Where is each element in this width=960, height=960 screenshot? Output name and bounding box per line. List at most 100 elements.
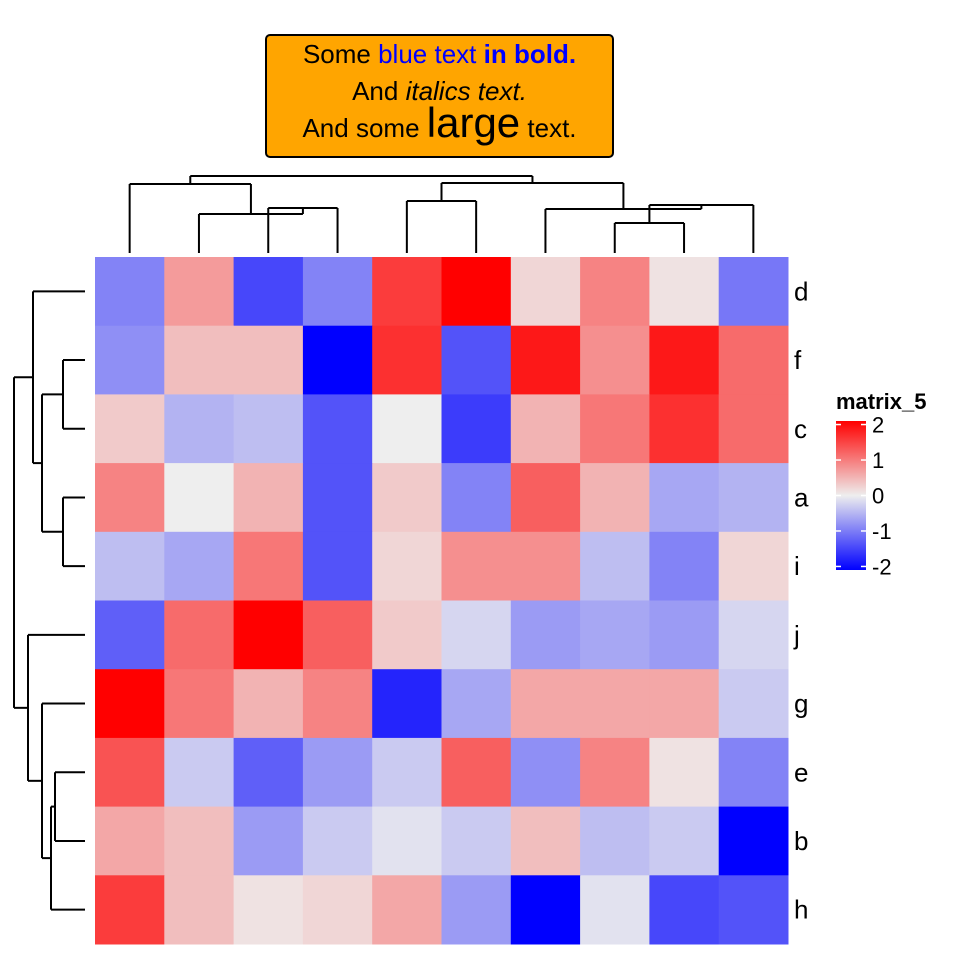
heatmap-cell-g-4 xyxy=(302,669,373,739)
heatmap-cell-i-5 xyxy=(372,531,442,601)
heatmap-cell-c-4 xyxy=(302,394,373,464)
heatmap-cell-i-7 xyxy=(510,531,581,601)
row-label-g: g xyxy=(794,689,808,719)
heatmap-cell-h-3 xyxy=(233,875,304,945)
heatmap-cell-f-10 xyxy=(718,325,789,395)
column-dendrogram xyxy=(128,175,755,253)
title-line-1-blue-bold: in bold. xyxy=(483,39,577,69)
heatmap-cell-e-9 xyxy=(649,737,720,808)
heatmap-cell-d-1 xyxy=(95,257,165,327)
heatmap-cell-b-4 xyxy=(302,806,373,876)
heatmap-cell-b-10 xyxy=(718,806,789,876)
heatmap-cell-a-1 xyxy=(95,463,165,533)
heatmap-cell-h-2 xyxy=(164,875,235,945)
row-label-d: d xyxy=(794,276,808,306)
row-dendrogram xyxy=(13,290,85,911)
heatmap-cell-d-10 xyxy=(718,257,789,327)
heatmap-cell-f-5 xyxy=(372,325,442,395)
title-line-1-blue: blue text xyxy=(378,39,477,69)
heatmap-cell-j-7 xyxy=(510,600,581,670)
heatmap-cell-f-3 xyxy=(233,325,304,395)
heatmap-cell-c-7 xyxy=(510,394,581,464)
heatmap-cell-i-1 xyxy=(95,531,165,601)
heatmap-cell-g-2 xyxy=(164,669,235,739)
heatmap-cell-a-9 xyxy=(649,463,720,533)
heatmap-cell-d-7 xyxy=(510,257,581,327)
heatmap-cell-j-2 xyxy=(164,600,235,670)
color-legend: matrix_52 1 0 -1 -2 xyxy=(836,389,927,579)
heatmap-cell-f-1 xyxy=(95,325,165,395)
heatmap-cell-f-4 xyxy=(302,325,373,395)
heatmap-cell-j-9 xyxy=(649,600,720,670)
heatmap-cell-h-8 xyxy=(580,875,650,945)
heatmap-cell-g-6 xyxy=(441,669,512,739)
row-label-f: f xyxy=(794,345,802,375)
heatmap-cell-g-9 xyxy=(649,669,720,739)
heatmap-cell-g-7 xyxy=(510,669,581,739)
heatmap-cell-h-9 xyxy=(649,875,720,945)
heatmap-cell-e-5 xyxy=(372,737,442,808)
heatmap-cell-j-6 xyxy=(441,600,512,670)
heatmap-cell-b-2 xyxy=(164,806,235,876)
heatmap-cell-e-10 xyxy=(718,737,789,808)
title-line-2-plain: And xyxy=(352,76,406,106)
legend-tick-label: -2 xyxy=(872,554,892,579)
heatmap-cell-d-8 xyxy=(580,257,650,327)
title-line-3-large: large xyxy=(426,99,521,146)
heatmap-cell-g-8 xyxy=(580,669,650,739)
heatmap-cell-g-1 xyxy=(95,669,165,739)
heatmap-cell-d-5 xyxy=(372,257,442,327)
heatmap-cell-i-6 xyxy=(441,531,512,601)
heatmap-cell-j-1 xyxy=(95,600,165,670)
heatmap-cell-c-6 xyxy=(441,394,512,464)
row-label-i: i xyxy=(794,551,800,581)
heatmap-cell-e-3 xyxy=(233,737,304,808)
title-line-1-plain: Some xyxy=(302,39,379,69)
heatmap-cell-d-6 xyxy=(441,257,512,327)
title-box: Some blue text in bold. And italics text… xyxy=(265,34,614,158)
heatmap-cell-g-10 xyxy=(718,669,789,739)
heatmap-cell-i-3 xyxy=(233,531,304,601)
heatmap-cell-b-8 xyxy=(580,806,650,876)
heatmap-cell-g-3 xyxy=(233,669,304,739)
heatmap-cells xyxy=(95,257,789,945)
heatmap-cell-h-4 xyxy=(302,875,373,945)
row-label-c: c xyxy=(794,414,807,444)
heatmap-cell-f-8 xyxy=(580,325,650,395)
heatmap-cell-e-1 xyxy=(95,737,165,808)
heatmap-cell-j-8 xyxy=(580,600,650,670)
heatmap-cell-d-4 xyxy=(302,257,373,327)
title-line-2-italic: italics text. xyxy=(405,76,527,106)
title-line-2: And italics text. xyxy=(267,76,612,106)
legend-tick-label: 2 xyxy=(872,413,884,438)
heatmap-cell-f-7 xyxy=(510,325,581,395)
heatmap-cell-a-4 xyxy=(302,463,373,533)
heatmap-cell-a-6 xyxy=(441,463,512,533)
row-label-a: a xyxy=(794,483,809,513)
heatmap-cell-h-6 xyxy=(441,875,512,945)
heatmap-cell-j-5 xyxy=(372,600,442,670)
heatmap-cell-h-7 xyxy=(510,875,581,945)
heatmap-cell-b-1 xyxy=(95,806,165,876)
heatmap-cell-b-9 xyxy=(649,806,720,876)
heatmap-cell-d-3 xyxy=(233,257,304,327)
heatmap-cell-d-9 xyxy=(649,257,720,327)
legend-tick-label: 1 xyxy=(872,448,884,473)
legend-title: matrix_5 xyxy=(836,389,927,414)
heatmap-cell-c-5 xyxy=(372,394,442,464)
heatmap-cell-i-2 xyxy=(164,531,235,601)
heatmap-cell-a-2 xyxy=(164,463,235,533)
row-label-b: b xyxy=(794,826,808,856)
row-label-e: e xyxy=(794,757,808,787)
heatmap-cell-b-7 xyxy=(510,806,581,876)
legend-tick-label: 0 xyxy=(872,484,884,509)
heatmap-cell-c-10 xyxy=(718,394,789,464)
heatmap-cell-i-8 xyxy=(580,531,650,601)
heatmap-cell-f-9 xyxy=(649,325,720,395)
heatmap-cell-e-6 xyxy=(441,737,512,808)
heatmap-cell-b-5 xyxy=(372,806,442,876)
row-label-j: j xyxy=(793,620,800,650)
heatmap-cell-j-4 xyxy=(302,600,373,670)
